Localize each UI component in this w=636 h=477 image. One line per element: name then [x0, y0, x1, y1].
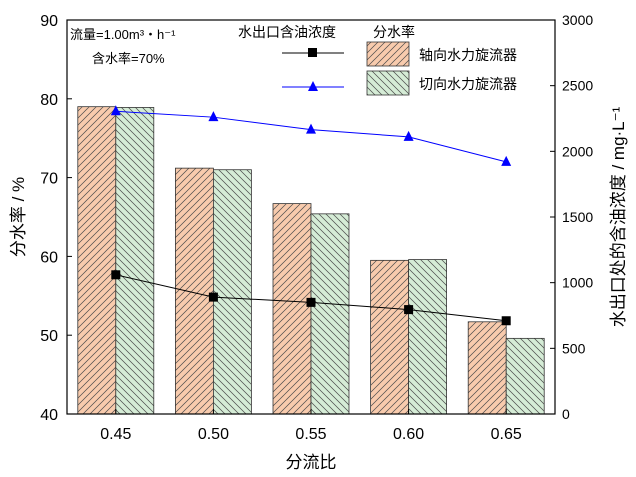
x-tick-label: 0.45	[100, 426, 131, 443]
y-right-tick-label: 2000	[562, 143, 593, 159]
note-flow-rate: 流量=1.00m³・h⁻¹	[70, 27, 176, 42]
legend-marker-square	[308, 48, 317, 57]
marker-triangle-0.45	[110, 105, 121, 116]
y-right-tick-label: 1500	[562, 209, 593, 225]
bar-axial-0.60	[370, 259, 410, 415]
legend: 水出口含油浓度 分水率 轴向水力旋流器 切向水力旋流器	[238, 24, 517, 96]
y-left-tick-label: 90	[40, 13, 58, 30]
note-water-content: 含水率=70%	[92, 51, 165, 66]
marker-triangle-0.50	[208, 111, 219, 122]
x-tick-label: 0.60	[393, 426, 424, 443]
marker-triangle-0.60	[403, 130, 414, 141]
y-right-tick-label: 1000	[562, 275, 593, 291]
y-axis-right-title: 水出口处的含油浓度 / mg·L⁻¹	[609, 106, 628, 327]
legend-header-oil-concentration: 水出口含油浓度	[238, 24, 336, 40]
y-right-tick-label: 500	[562, 340, 586, 356]
lines-layer	[110, 105, 512, 326]
bar-tangential-0.60	[408, 259, 448, 415]
y-right-tick-label: 3000	[562, 12, 593, 28]
bars-layer	[77, 106, 545, 415]
y-left-tick-label: 40	[40, 407, 58, 424]
legend-swatch-axial	[366, 41, 410, 67]
legend-header-water-split: 分水率	[373, 24, 415, 40]
y-right-tick-label: 0	[562, 406, 570, 422]
bar-axial-0.65	[467, 321, 507, 415]
y-left-tick-label: 80	[40, 92, 58, 109]
legend-swatch-tangential	[366, 70, 410, 96]
x-tick-label: 0.55	[295, 426, 326, 443]
bar-axial-0.50	[174, 167, 214, 415]
y-left-tick-label: 50	[40, 328, 58, 345]
bar-axial-0.55	[272, 203, 312, 415]
oil-concentration-line-tangential	[115, 110, 507, 163]
bar-axial-0.45	[77, 106, 117, 415]
marker-square-0.55	[306, 297, 316, 307]
bar-tangential-0.50	[212, 169, 252, 415]
marker-square-0.45	[111, 270, 121, 280]
marker-square-0.60	[404, 305, 414, 315]
axes-layer: 40 50 60 70 80 90 0 500 1000 1500 2000 2500 3000 0.45…	[40, 12, 593, 443]
bar-tangential-0.45	[115, 107, 155, 415]
y-left-tick-label: 60	[40, 249, 58, 266]
bar-tangential-0.65	[505, 337, 545, 415]
bar-tangential-0.55	[310, 213, 350, 415]
legend-label-axial: 轴向水力旋流器	[419, 47, 517, 63]
y-right-tick-label: 2500	[562, 78, 593, 94]
legend-marker-triangle	[308, 81, 318, 91]
x-tick-label: 0.50	[198, 426, 229, 443]
marker-square-0.50	[208, 292, 218, 302]
marker-triangle-0.65	[501, 155, 512, 166]
marker-triangle-0.55	[306, 123, 316, 134]
y-left-tick-label: 70	[40, 171, 58, 188]
x-tick-label: 0.65	[491, 426, 522, 443]
marker-square-0.65	[501, 316, 511, 326]
legend-label-tangential: 切向水力旋流器	[419, 76, 517, 92]
y-axis-left-title: 分水率 / %	[9, 177, 28, 257]
x-axis-title: 分流比	[286, 453, 337, 472]
